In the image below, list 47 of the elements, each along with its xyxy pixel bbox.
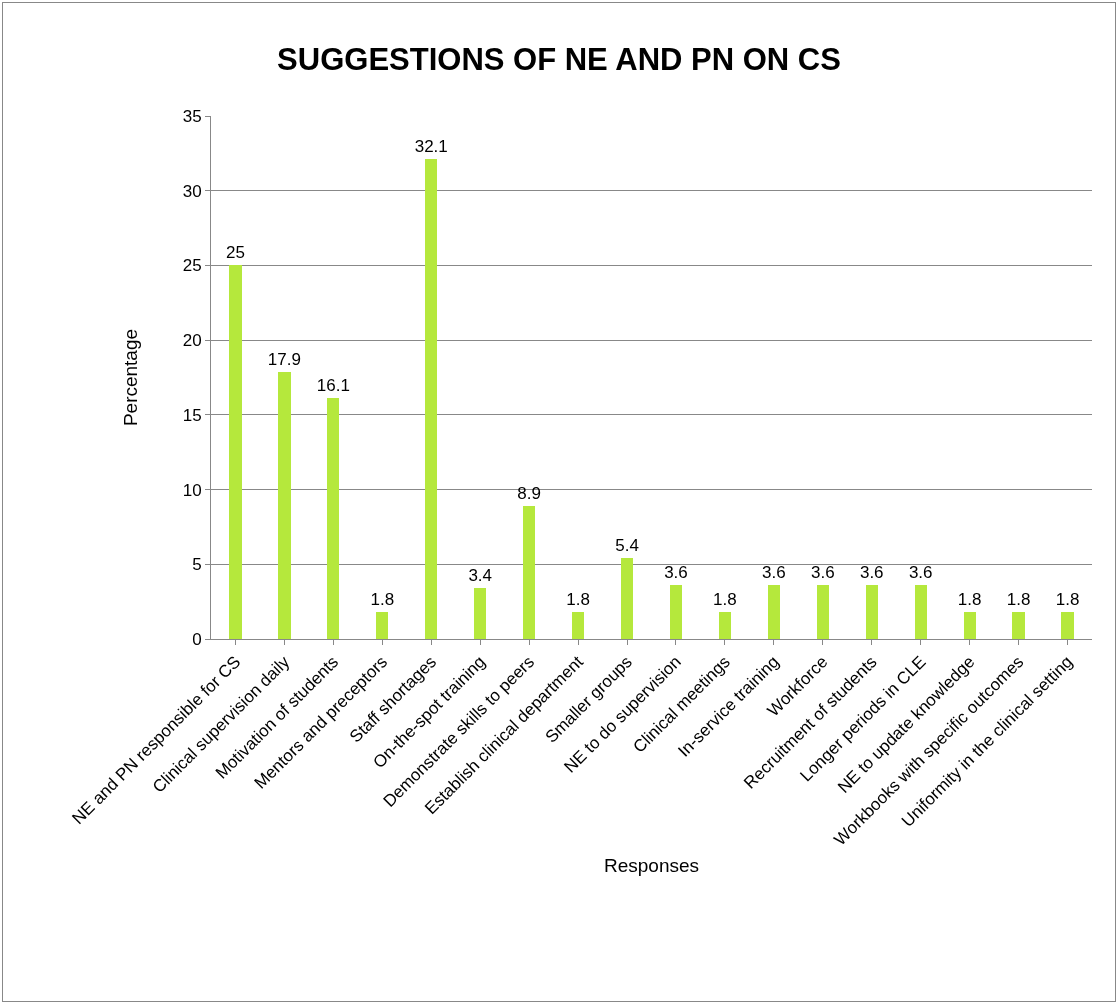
y-tick-label: 30 bbox=[182, 181, 202, 201]
data-label: 3.6 bbox=[908, 563, 933, 583]
x-axis-title: Responses bbox=[603, 855, 700, 877]
data-label: 32.1 bbox=[414, 137, 448, 157]
bar bbox=[816, 585, 829, 639]
data-label: 17.9 bbox=[267, 349, 301, 369]
y-tick-label: 15 bbox=[182, 405, 202, 425]
data-label: 5.4 bbox=[615, 536, 639, 556]
y-tick-label: 10 bbox=[182, 480, 202, 500]
bar bbox=[327, 398, 340, 639]
data-label: 1.8 bbox=[1006, 590, 1031, 610]
bar bbox=[914, 585, 927, 639]
data-label: 3.6 bbox=[859, 563, 884, 583]
data-label: 1.8 bbox=[713, 590, 737, 610]
data-label: 1.8 bbox=[566, 590, 590, 610]
bar bbox=[571, 612, 585, 639]
bar bbox=[474, 588, 487, 639]
data-label: 1.8 bbox=[370, 590, 395, 610]
bar bbox=[620, 558, 634, 639]
data-label: 25 bbox=[226, 243, 245, 263]
data-label: 3.6 bbox=[762, 563, 786, 583]
data-label: 3.6 bbox=[664, 563, 688, 583]
data-label: 16.1 bbox=[316, 376, 350, 396]
data-label: 1.8 bbox=[1055, 590, 1080, 610]
bar bbox=[767, 585, 780, 639]
bar bbox=[1012, 612, 1025, 639]
y-tick-label: 0 bbox=[192, 629, 202, 649]
y-tick-label: 20 bbox=[182, 331, 202, 351]
bar bbox=[718, 612, 732, 639]
bar bbox=[278, 371, 291, 639]
bar bbox=[865, 585, 878, 639]
bar bbox=[229, 265, 242, 639]
bar bbox=[523, 506, 536, 639]
chart-title: SUGGESTIONS OF NE AND PN ON CS bbox=[277, 41, 841, 77]
data-label: 8.9 bbox=[517, 484, 541, 504]
y-tick-label: 5 bbox=[192, 555, 202, 575]
y-tick-label: 25 bbox=[182, 256, 202, 276]
bar bbox=[669, 585, 683, 639]
bar bbox=[1061, 612, 1074, 639]
data-label: 3.4 bbox=[468, 566, 493, 586]
bar bbox=[963, 612, 976, 639]
bar bbox=[376, 612, 389, 639]
y-tick-label: 35 bbox=[182, 106, 202, 126]
bar bbox=[425, 159, 438, 639]
data-label: 1.8 bbox=[957, 590, 982, 610]
y-axis-title: Percentage bbox=[119, 328, 141, 427]
data-label: 3.6 bbox=[810, 563, 835, 583]
